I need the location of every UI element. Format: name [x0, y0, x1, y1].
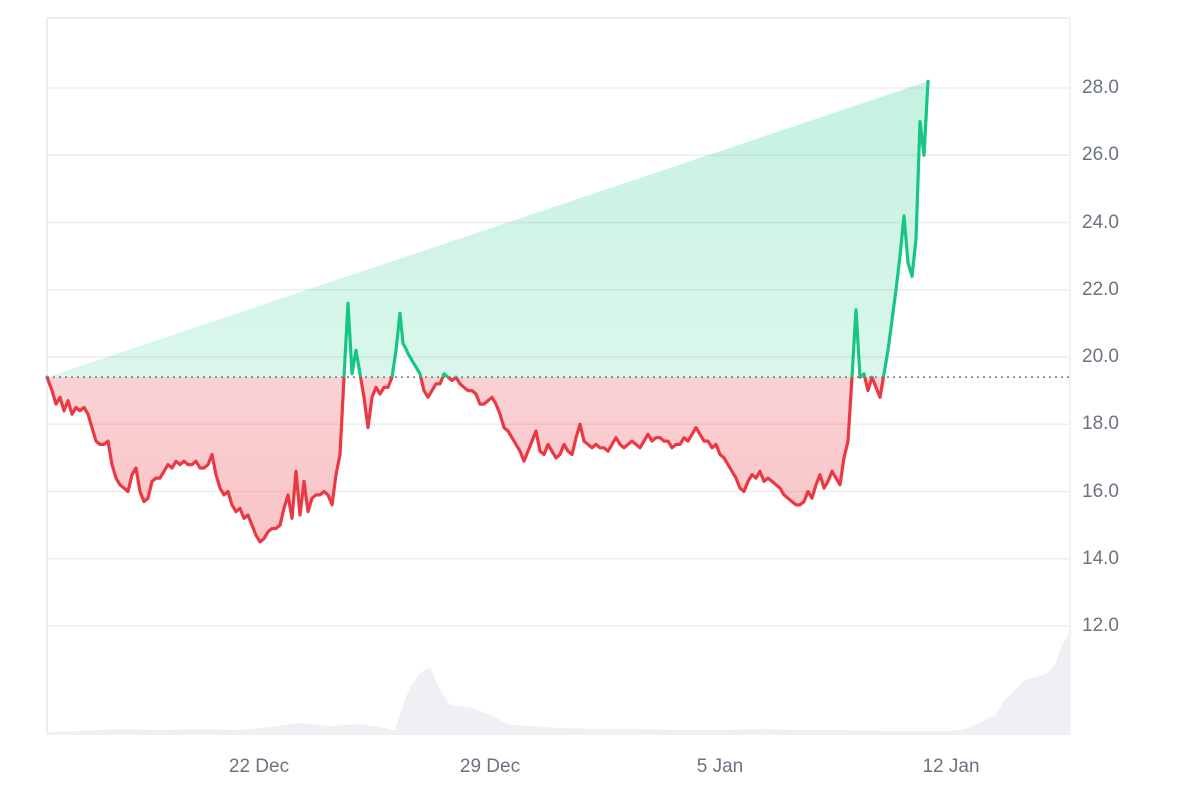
x-tick-label: 12 Jan	[922, 756, 980, 777]
x-tick-label: 22 Dec	[228, 756, 290, 777]
price-area-fill	[47, 81, 928, 542]
x-tick-label: 5 Jan	[696, 756, 744, 777]
x-tick-label: 29 Dec	[459, 756, 521, 777]
y-tick-label: 14.0	[1082, 547, 1119, 569]
y-tick-label: 12.0	[1082, 615, 1119, 636]
y-tick-label: 28.0	[1082, 77, 1119, 98]
area-below-baseline	[47, 377, 884, 542]
area-above-baseline	[47, 81, 928, 378]
volume-area	[47, 633, 1069, 735]
price-line-down	[45, 377, 886, 544]
price-line	[45, 79, 930, 544]
y-tick-label: 16.0	[1082, 480, 1119, 502]
y-tick-label: 22.0	[1082, 278, 1119, 300]
y-tick-label: 24.0	[1082, 211, 1119, 233]
y-tick-label: 20.0	[1082, 346, 1119, 367]
volume-bars	[47, 633, 1069, 735]
y-tick-label: 26.0	[1082, 144, 1119, 166]
y-tick-label: 18.0	[1082, 413, 1119, 435]
